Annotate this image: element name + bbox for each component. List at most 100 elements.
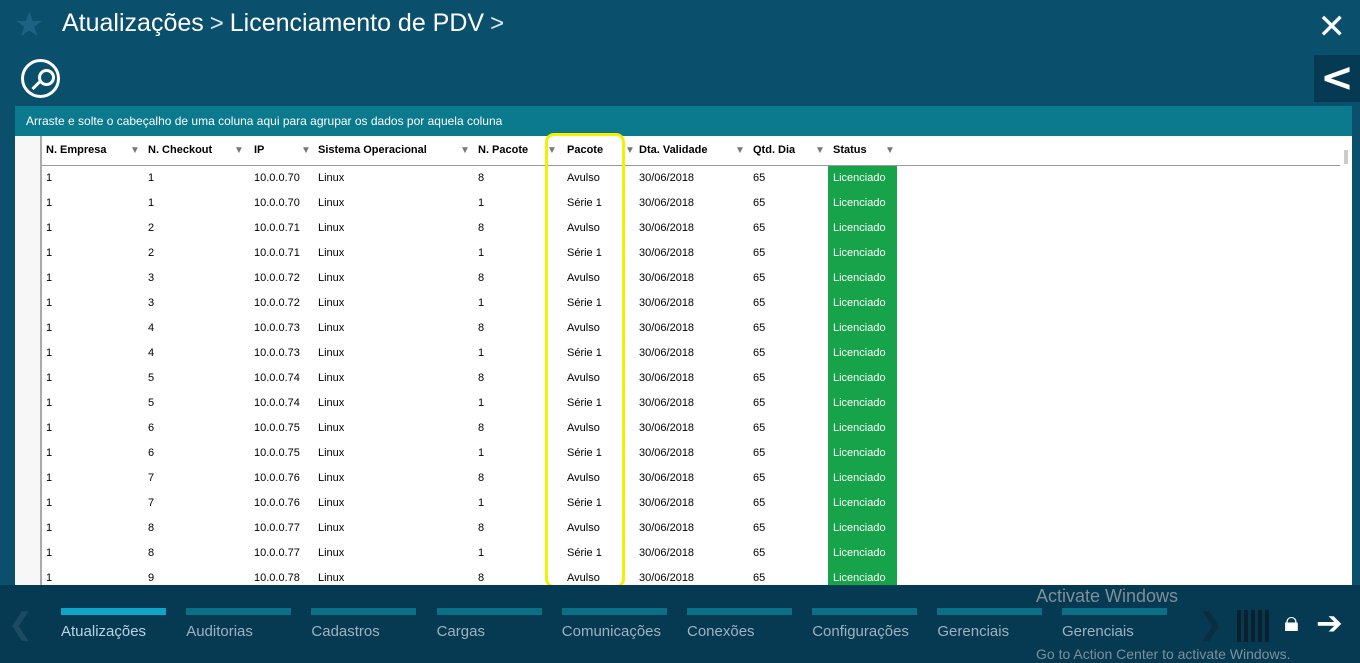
table-cell: 1 — [478, 247, 485, 259]
nav-item[interactable]: Atualizações — [61, 608, 166, 640]
nav-label: Auditorias — [186, 623, 253, 640]
vertical-scrollbar[interactable] — [1340, 136, 1352, 585]
status-badge: Licenciado — [828, 466, 897, 491]
table-cell: 30/06/2018 — [639, 522, 695, 534]
filter-icon[interactable]: ▼ — [130, 145, 140, 156]
nav-item[interactable]: Configurações — [812, 608, 918, 640]
prev-icon[interactable]: ❮ — [8, 607, 34, 642]
breadcrumb-item[interactable]: Atualizações — [62, 9, 204, 37]
table-cell: 1 — [46, 297, 53, 309]
breadcrumb-item[interactable]: Licenciamento de PDV — [229, 9, 485, 37]
table-cell: Avulso — [567, 172, 600, 184]
column-header[interactable]: N. Pacote — [478, 144, 529, 156]
filter-icon[interactable]: ▼ — [815, 145, 825, 156]
table-row[interactable]: 1 3 10.0.0.72 Linux 8 Avulso 30/06/2018 65 Licen… — [42, 266, 1340, 291]
nav-item[interactable]: Auditorias — [186, 608, 292, 640]
filter-icon[interactable]: ▼ — [460, 145, 470, 156]
table-cell: 8 — [478, 422, 485, 434]
favorite-star-icon[interactable]: ★ — [14, 5, 45, 45]
table-cell: 1 — [478, 297, 485, 309]
table-cell: 1 — [478, 547, 485, 559]
table-cell: 10.0.0.73 — [254, 347, 300, 359]
table-row[interactable]: 1 4 10.0.0.73 Linux 8 Avulso 30/06/2018 65 Licen… — [42, 316, 1340, 341]
table-row[interactable]: 1 6 10.0.0.75 Linux 8 Avulso 30/06/2018 65 Licen… — [42, 416, 1340, 441]
collapse-panel-button[interactable]: < — [1314, 55, 1360, 102]
nav-item[interactable]: Gerenciais — [1062, 608, 1167, 640]
column-header[interactable]: Pacote — [567, 144, 604, 156]
table-row[interactable]: 1 6 10.0.0.75 Linux 1 Série 1 30/06/2018 65 Lice… — [42, 441, 1340, 466]
table-cell: 65 — [753, 172, 766, 184]
column-header[interactable]: Qtd. Dia — [753, 144, 796, 156]
filter-icon[interactable]: ▼ — [885, 145, 895, 156]
table-cell: Linux — [318, 497, 345, 509]
table-cell: 5 — [148, 397, 155, 409]
table-row[interactable]: 1 2 10.0.0.71 Linux 8 Avulso 30/06/2018 65 Licen… — [42, 216, 1340, 241]
table-cell: 65 — [753, 272, 766, 284]
table-row[interactable]: 1 5 10.0.0.74 Linux 8 Avulso 30/06/2018 65 Licen… — [42, 366, 1340, 391]
row-indicator-column — [15, 136, 42, 585]
table-row[interactable]: 1 4 10.0.0.73 Linux 1 Série 1 30/06/2018 65 Lice… — [42, 341, 1340, 366]
table-row[interactable]: 1 8 10.0.0.77 Linux 8 Avulso 30/06/2018 65 Licen… — [42, 516, 1340, 541]
lock-icon[interactable]: 🔒︎ — [1284, 605, 1299, 638]
nav-item[interactable]: Cadastros — [311, 608, 417, 640]
column-header[interactable]: IP — [254, 144, 265, 156]
table-cell: 65 — [753, 497, 766, 509]
table-cell: Série 1 — [567, 197, 602, 209]
highlight-box — [545, 133, 625, 588]
column-header[interactable]: Sistema Operacional — [318, 144, 427, 156]
status-badge: Licenciado — [828, 516, 897, 541]
nav-label: Cargas — [436, 623, 485, 640]
status-badge: Licenciado — [828, 391, 897, 416]
close-icon[interactable]: ✕ — [1317, 7, 1347, 47]
chevron-right-icon: > — [209, 9, 224, 37]
table-row[interactable]: 1 8 10.0.0.77 Linux 1 Série 1 30/06/2018 65 Lice… — [42, 541, 1340, 566]
table-row[interactable]: 1 3 10.0.0.72 Linux 1 Série 1 30/06/2018 65 Lice… — [42, 291, 1340, 316]
column-header[interactable]: N. Checkout — [148, 144, 213, 156]
table-cell: 10.0.0.71 — [254, 222, 300, 234]
table-cell: 1 — [148, 197, 155, 209]
table-cell: 65 — [753, 222, 766, 234]
table-row[interactable]: 1 1 10.0.0.70 Linux 1 Série 1 30/06/2018 65 Lice… — [42, 191, 1340, 216]
table-cell: 1 — [46, 547, 53, 559]
table-cell: 65 — [753, 397, 766, 409]
grid-menu-icon[interactable] — [1237, 610, 1269, 642]
arrow-right-icon[interactable]: ➔ — [1316, 604, 1343, 642]
search-icon[interactable] — [21, 59, 60, 98]
table-cell: Avulso — [567, 372, 600, 384]
table-cell: 10.0.0.72 — [254, 297, 300, 309]
table-row[interactable]: 1 7 10.0.0.76 Linux 8 Avulso 30/06/2018 65 Licen… — [42, 466, 1340, 491]
table-cell: 1 — [478, 447, 485, 459]
filter-icon[interactable]: ▼ — [735, 145, 745, 156]
table-cell: Linux — [318, 172, 345, 184]
next-icon[interactable]: ❯ — [1198, 607, 1224, 642]
column-header[interactable]: Status — [833, 144, 867, 156]
table-cell: 1 — [46, 572, 53, 584]
table-cell: Linux — [318, 397, 345, 409]
table-cell: 1 — [46, 272, 53, 284]
table-row[interactable]: 1 5 10.0.0.74 Linux 1 Série 1 30/06/2018 65 Lice… — [42, 391, 1340, 416]
filter-icon[interactable]: ▼ — [547, 145, 557, 156]
table-row[interactable]: 1 2 10.0.0.71 Linux 1 Série 1 30/06/2018 65 Lice… — [42, 241, 1340, 266]
table-row[interactable]: 1 1 10.0.0.70 Linux 8 Avulso 30/06/2018 65 Licen… — [42, 166, 1340, 191]
table-row[interactable]: 1 9 10.0.0.78 Linux 8 Avulso 30/06/2018 65 Licen… — [42, 566, 1340, 585]
status-badge: Licenciado — [828, 166, 897, 191]
nav-item[interactable]: Gerenciais — [937, 608, 1043, 640]
filter-icon[interactable]: ▼ — [301, 145, 311, 156]
table-cell: 1 — [46, 347, 53, 359]
table-cell: Linux — [318, 222, 345, 234]
column-header[interactable]: Dta. Validade — [639, 144, 708, 156]
column-header[interactable]: N. Empresa — [46, 144, 107, 156]
table-cell: 1 — [46, 447, 53, 459]
table-cell: 30/06/2018 — [639, 547, 695, 559]
filter-icon[interactable]: ▼ — [234, 145, 244, 156]
table-cell: 65 — [753, 472, 766, 484]
nav-item[interactable]: Conexões — [687, 608, 792, 640]
status-badge: Licenciado — [828, 566, 897, 585]
nav-item[interactable]: Cargas — [436, 608, 542, 640]
group-by-panel[interactable]: Arraste e solte o cabeçalho de uma colun… — [15, 106, 1352, 136]
data-grid: N. Empresa ▼ N. Checkout ▼ IP ▼ Sistema Operac… — [15, 136, 1352, 585]
table-cell: 10.0.0.75 — [254, 422, 300, 434]
table-row[interactable]: 1 7 10.0.0.76 Linux 1 Série 1 30/06/2018 65 Lice… — [42, 491, 1340, 516]
nav-item[interactable]: Comunicações — [561, 608, 667, 640]
filter-icon[interactable]: ▼ — [625, 145, 635, 156]
